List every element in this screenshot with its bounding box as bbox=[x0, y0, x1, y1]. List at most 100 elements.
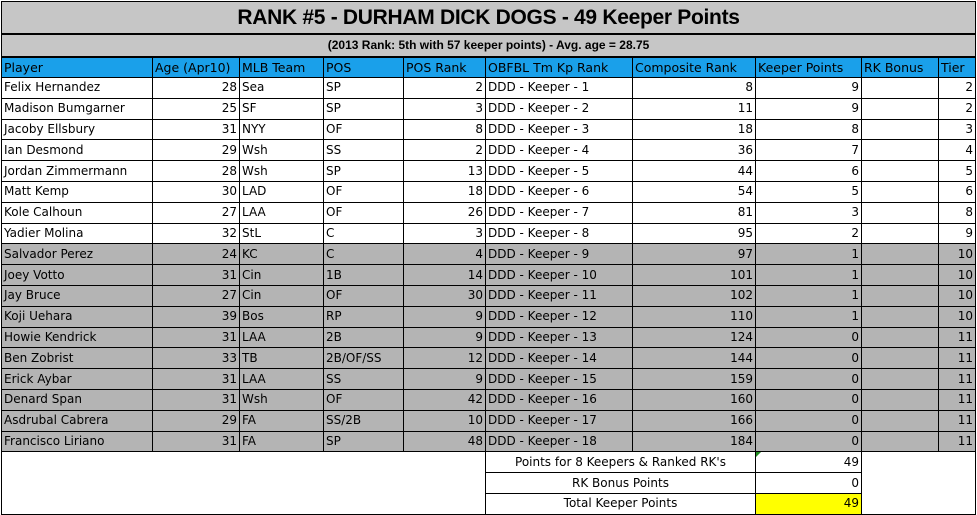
cell-pos[interactable]: SS bbox=[323, 139, 404, 162]
cell-pos-rank[interactable]: 48 bbox=[403, 430, 486, 453]
column-header-composite-rank[interactable]: Composite Rank bbox=[632, 56, 756, 78]
cell-pos[interactable]: 2B bbox=[323, 326, 404, 349]
cell-pos-rank[interactable]: 26 bbox=[403, 201, 486, 224]
cell-pos-rank[interactable]: 14 bbox=[403, 264, 486, 286]
cell-tier[interactable]: 11 bbox=[937, 326, 977, 349]
cell-pos-rank[interactable]: 9 bbox=[403, 305, 486, 328]
column-header-player[interactable]: Player bbox=[1, 56, 153, 78]
cell-rk-bonus[interactable] bbox=[861, 284, 939, 307]
summary-label[interactable]: Points for 8 Keepers & Ranked RK's bbox=[485, 451, 756, 474]
cell-pos[interactable]: SP bbox=[323, 97, 404, 120]
cell-mlb-team[interactable]: Cin bbox=[239, 284, 324, 307]
cell-composite-rank[interactable]: 97 bbox=[632, 243, 756, 266]
cell-mlb-team[interactable]: FA bbox=[239, 430, 324, 453]
cell-keeper-points[interactable]: 1 bbox=[755, 264, 862, 286]
cell-rk-bonus[interactable] bbox=[861, 326, 939, 349]
cell-composite-rank[interactable]: 18 bbox=[632, 118, 756, 141]
cell-pos-rank[interactable]: 42 bbox=[403, 388, 486, 411]
cell-mlb-team[interactable]: Bos bbox=[239, 305, 324, 328]
cell-tier[interactable]: 11 bbox=[937, 388, 977, 411]
summary-value[interactable]: 49 bbox=[755, 451, 862, 474]
cell-tier[interactable]: 11 bbox=[937, 430, 977, 453]
cell-obfbl-kp-rank[interactable]: DDD - Keeper - 1 bbox=[485, 77, 633, 99]
cell-tier[interactable]: 11 bbox=[937, 409, 977, 432]
cell-composite-rank[interactable]: 95 bbox=[632, 222, 756, 245]
cell-mlb-team[interactable]: Wsh bbox=[239, 388, 324, 411]
cell-player[interactable]: Jordan Zimmermann bbox=[1, 160, 153, 182]
cell-rk-bonus[interactable] bbox=[861, 77, 939, 99]
cell-age[interactable]: 27 bbox=[152, 201, 240, 224]
cell-pos-rank[interactable]: 18 bbox=[403, 180, 486, 203]
cell-mlb-team[interactable]: LAA bbox=[239, 201, 324, 224]
cell-keeper-points[interactable]: 7 bbox=[755, 139, 862, 162]
cell-age[interactable]: 28 bbox=[152, 160, 240, 182]
cell-keeper-points[interactable]: 2 bbox=[755, 222, 862, 245]
cell-mlb-team[interactable]: Sea bbox=[239, 77, 324, 99]
cell-composite-rank[interactable]: 166 bbox=[632, 409, 756, 432]
cell-tier[interactable]: 10 bbox=[937, 264, 977, 286]
cell-keeper-points[interactable]: 0 bbox=[755, 347, 862, 370]
cell-keeper-points[interactable]: 9 bbox=[755, 77, 862, 99]
cell-composite-rank[interactable]: 54 bbox=[632, 180, 756, 203]
cell-mlb-team[interactable]: Wsh bbox=[239, 139, 324, 162]
cell-keeper-points[interactable]: 0 bbox=[755, 326, 862, 349]
cell-age[interactable]: 29 bbox=[152, 139, 240, 162]
cell-composite-rank[interactable]: 184 bbox=[632, 430, 756, 453]
cell-pos[interactable]: RP bbox=[323, 305, 404, 328]
cell-composite-rank[interactable]: 44 bbox=[632, 160, 756, 182]
column-header-obfbl-kp-rank[interactable]: OBFBL Tm Kp Rank bbox=[485, 56, 633, 78]
cell-pos[interactable]: SP bbox=[323, 77, 404, 99]
cell-pos-rank[interactable]: 3 bbox=[403, 97, 486, 120]
cell-composite-rank[interactable]: 8 bbox=[632, 77, 756, 99]
cell-player[interactable]: Jacoby Ellsbury bbox=[1, 118, 153, 141]
cell-tier[interactable]: 8 bbox=[937, 201, 977, 224]
cell-rk-bonus[interactable] bbox=[861, 264, 939, 286]
cell-obfbl-kp-rank[interactable]: DDD - Keeper - 15 bbox=[485, 368, 633, 390]
cell-composite-rank[interactable]: 124 bbox=[632, 326, 756, 349]
cell-pos-rank[interactable]: 9 bbox=[403, 326, 486, 349]
cell-player[interactable]: Erick Aybar bbox=[1, 368, 153, 390]
blank-cell[interactable] bbox=[860, 451, 977, 515]
cell-rk-bonus[interactable] bbox=[861, 139, 939, 162]
cell-rk-bonus[interactable] bbox=[861, 180, 939, 203]
cell-pos[interactable]: C bbox=[323, 243, 404, 266]
cell-obfbl-kp-rank[interactable]: DDD - Keeper - 14 bbox=[485, 347, 633, 370]
cell-player[interactable]: Koji Uehara bbox=[1, 305, 153, 328]
cell-pos-rank[interactable]: 10 bbox=[403, 409, 486, 432]
cell-mlb-team[interactable]: LAA bbox=[239, 368, 324, 390]
cell-age[interactable]: 24 bbox=[152, 243, 240, 266]
cell-composite-rank[interactable]: 101 bbox=[632, 264, 756, 286]
column-header-mlb-team[interactable]: MLB Team bbox=[239, 56, 324, 78]
cell-pos-rank[interactable]: 9 bbox=[403, 368, 486, 390]
summary-value[interactable]: 0 bbox=[755, 472, 862, 494]
cell-player[interactable]: Asdrubal Cabrera bbox=[1, 409, 153, 432]
column-header-keeper-points[interactable]: Keeper Points bbox=[755, 56, 862, 78]
cell-composite-rank[interactable]: 81 bbox=[632, 201, 756, 224]
cell-tier[interactable]: 10 bbox=[937, 243, 977, 266]
summary-label[interactable]: Total Keeper Points bbox=[485, 492, 756, 515]
cell-mlb-team[interactable]: SF bbox=[239, 97, 324, 120]
cell-obfbl-kp-rank[interactable]: DDD - Keeper - 4 bbox=[485, 139, 633, 162]
cell-tier[interactable]: 3 bbox=[937, 118, 977, 141]
cell-age[interactable]: 29 bbox=[152, 409, 240, 432]
cell-obfbl-kp-rank[interactable]: DDD - Keeper - 9 bbox=[485, 243, 633, 266]
cell-age[interactable]: 32 bbox=[152, 222, 240, 245]
cell-player[interactable]: Matt Kemp bbox=[1, 180, 153, 203]
cell-mlb-team[interactable]: TB bbox=[239, 347, 324, 370]
cell-keeper-points[interactable]: 8 bbox=[755, 118, 862, 141]
page-subtitle[interactable]: (2013 Rank: 5th with 57 keeper points) -… bbox=[0, 33, 977, 58]
cell-player[interactable]: Francisco Liriano bbox=[1, 430, 153, 453]
cell-age[interactable]: 28 bbox=[152, 77, 240, 99]
page-title[interactable]: RANK #5 - DURHAM DICK DOGS - 49 Keeper P… bbox=[0, 1, 977, 35]
cell-age[interactable]: 33 bbox=[152, 347, 240, 370]
cell-mlb-team[interactable]: LAD bbox=[239, 180, 324, 203]
cell-pos-rank[interactable]: 30 bbox=[403, 284, 486, 307]
cell-age[interactable]: 31 bbox=[152, 388, 240, 411]
cell-tier[interactable]: 11 bbox=[937, 368, 977, 390]
cell-keeper-points[interactable]: 6 bbox=[755, 160, 862, 182]
cell-obfbl-kp-rank[interactable]: DDD - Keeper - 7 bbox=[485, 201, 633, 224]
cell-tier[interactable]: 4 bbox=[937, 139, 977, 162]
cell-composite-rank[interactable]: 11 bbox=[632, 97, 756, 120]
cell-player[interactable]: Kole Calhoun bbox=[1, 201, 153, 224]
cell-tier[interactable]: 9 bbox=[937, 222, 977, 245]
